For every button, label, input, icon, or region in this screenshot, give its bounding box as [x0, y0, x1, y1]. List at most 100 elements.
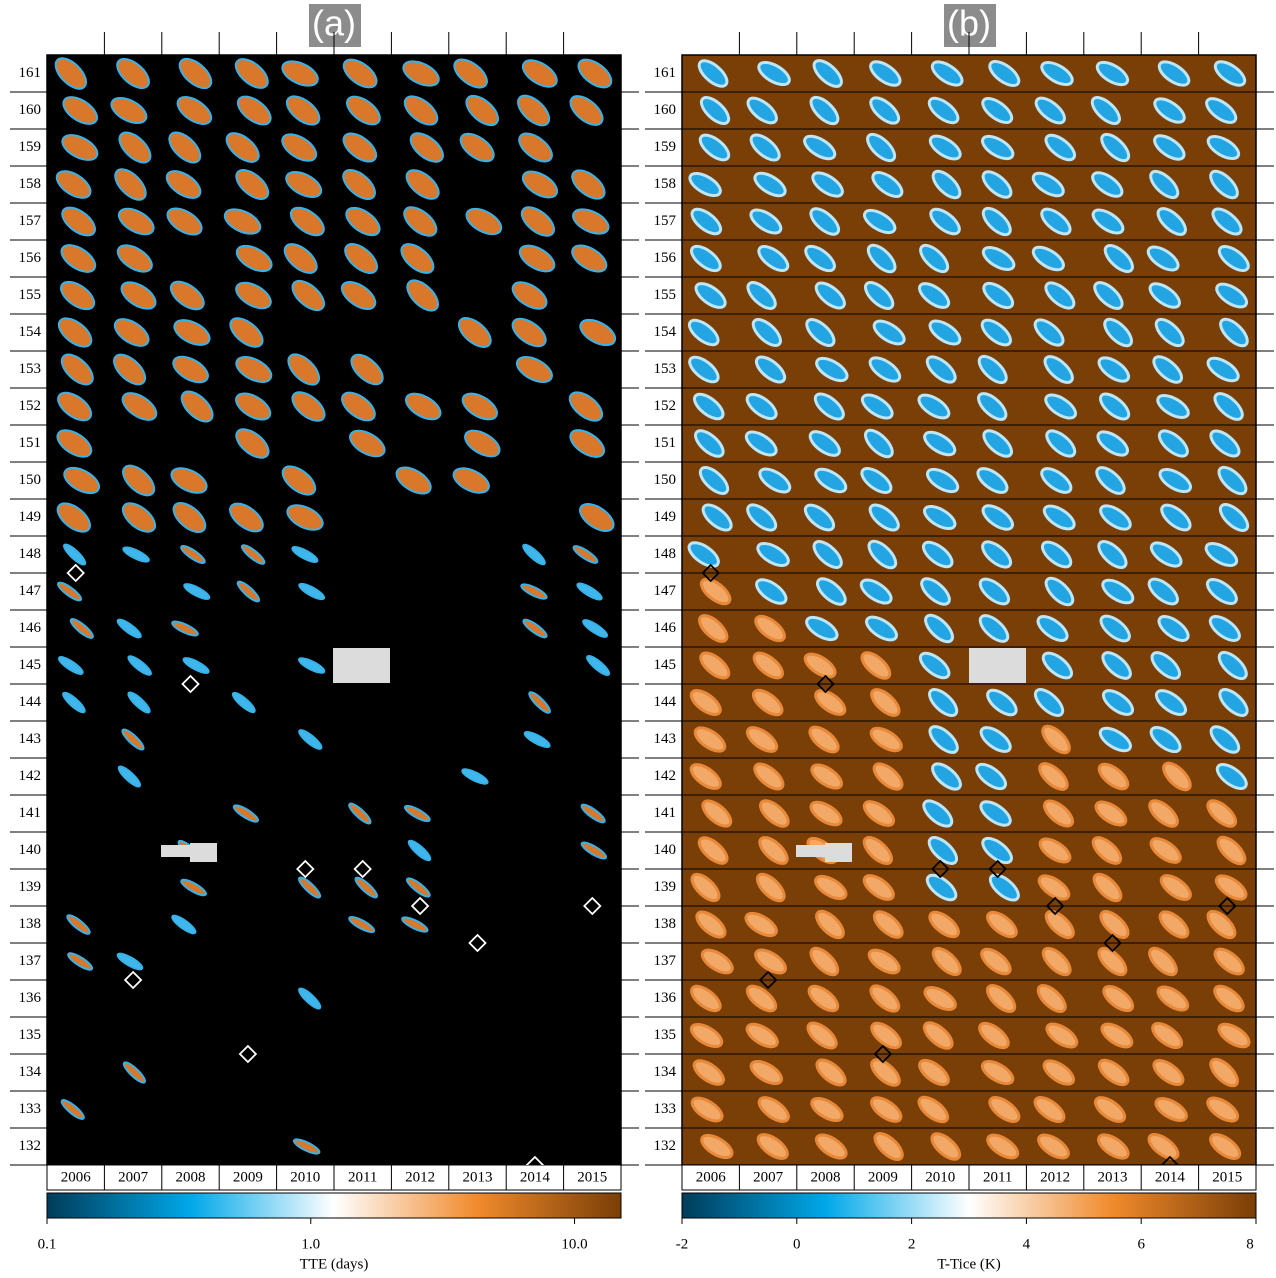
texture-blob — [927, 96, 960, 125]
texture-blob — [690, 207, 723, 236]
texture-blob — [978, 614, 1010, 643]
texture-blob — [1097, 762, 1130, 791]
y-tick-label: 149 — [654, 509, 677, 525]
texture-blob — [749, 1059, 784, 1086]
marker-diamond — [1103, 933, 1122, 953]
marker-diamond — [66, 563, 85, 583]
texture-blob — [1156, 207, 1187, 236]
texture-blob — [1148, 282, 1181, 309]
texture-blob — [225, 132, 260, 163]
x-tick-label: 2015 — [577, 1169, 607, 1185]
texture-blob — [931, 762, 962, 791]
texture-blob — [1042, 1059, 1076, 1086]
y-tick-label: 155 — [654, 287, 677, 303]
texture-blob — [1147, 577, 1179, 606]
texture-blob — [930, 1132, 962, 1161]
texture-blob — [862, 800, 896, 827]
texture-blob — [235, 244, 273, 273]
texture-blob — [870, 1021, 902, 1050]
texture-blob — [116, 618, 142, 639]
texture-blob — [980, 1059, 1015, 1086]
texture-blob — [931, 946, 962, 977]
texture-blob — [453, 58, 488, 89]
texture-blob — [121, 502, 157, 533]
texture-blob — [756, 542, 790, 567]
texture-blob — [1031, 245, 1065, 272]
texture-blob — [808, 725, 840, 754]
texture-blob — [697, 836, 729, 865]
texture-blob — [1040, 467, 1073, 494]
texture-blob — [1157, 615, 1190, 642]
texture-blob — [171, 914, 197, 935]
texture-blob — [165, 170, 202, 199]
y-tick-label: 137 — [19, 953, 42, 969]
texture-blob — [1040, 60, 1074, 87]
texture-blob — [923, 986, 957, 1011]
marker-diamond — [353, 859, 372, 879]
y-tick-label: 152 — [19, 398, 42, 414]
texture-blob — [870, 1096, 903, 1123]
texture-blob — [1042, 504, 1076, 531]
texture-blob — [517, 94, 551, 127]
x-tick-label: 2010 — [290, 1169, 320, 1185]
texture-blob — [693, 726, 727, 753]
colorbar-tick-label: 4 — [1023, 1236, 1031, 1252]
texture-blob — [116, 952, 144, 971]
texture-blob — [986, 984, 1017, 1013]
marker-diamond — [583, 896, 602, 916]
y-tick-label: 143 — [654, 731, 677, 747]
texture-blob — [571, 244, 608, 273]
texture-blob — [1044, 909, 1075, 940]
texture-blob — [810, 763, 843, 790]
texture-blob — [1147, 1133, 1180, 1160]
texture-blob — [1041, 651, 1074, 680]
texture-blob — [700, 948, 734, 975]
texture-blob — [348, 915, 376, 934]
texture-blob — [872, 319, 906, 346]
y-tick-label: 138 — [19, 916, 42, 932]
texture-blob — [745, 984, 778, 1013]
texture-blob — [917, 1095, 950, 1124]
texture-blob — [405, 392, 442, 421]
texture-blob — [1033, 1096, 1066, 1123]
texture-blob — [1216, 835, 1247, 866]
missing-patch — [161, 845, 191, 857]
texture-blob — [1157, 429, 1189, 458]
texture-blob — [1209, 725, 1241, 754]
texture-blob — [690, 872, 721, 903]
texture-blob — [122, 546, 150, 563]
texture-blob — [1097, 1058, 1130, 1087]
texture-blob — [873, 1132, 904, 1161]
texture-blob — [692, 392, 725, 421]
texture-blob — [1095, 466, 1126, 495]
texture-blob — [120, 281, 157, 310]
texture-blob — [571, 169, 606, 200]
texture-blob — [687, 541, 720, 568]
colorbar-tick-label: 6 — [1137, 1236, 1145, 1252]
texture-blob — [1040, 540, 1073, 569]
y-tick-label: 140 — [19, 842, 42, 858]
texture-blob — [814, 1133, 848, 1160]
texture-blob — [981, 134, 1015, 161]
x-tick-label: 2012 — [1040, 1169, 1070, 1185]
texture-blob — [988, 873, 1020, 902]
x-tick-label: 2007 — [118, 1169, 149, 1185]
texture-blob — [1149, 169, 1180, 200]
texture-blob — [745, 1022, 779, 1049]
missing-patch — [333, 648, 390, 683]
texture-blob — [281, 465, 317, 496]
x-tick-label: 2008 — [811, 1169, 841, 1185]
texture-blob — [67, 952, 94, 971]
texture-blob — [1211, 207, 1243, 236]
texture-blob — [579, 503, 615, 532]
y-tick-label: 147 — [654, 583, 677, 599]
texture-blob — [586, 654, 611, 677]
texture-blob — [1209, 429, 1241, 458]
texture-blob — [869, 726, 903, 753]
x-tick-label: 2009 — [868, 1169, 898, 1185]
texture-blob — [183, 583, 211, 600]
texture-blob — [572, 545, 599, 564]
texture-blob — [1206, 909, 1237, 940]
texture-blob — [931, 169, 962, 200]
texture-blob — [1159, 874, 1192, 901]
